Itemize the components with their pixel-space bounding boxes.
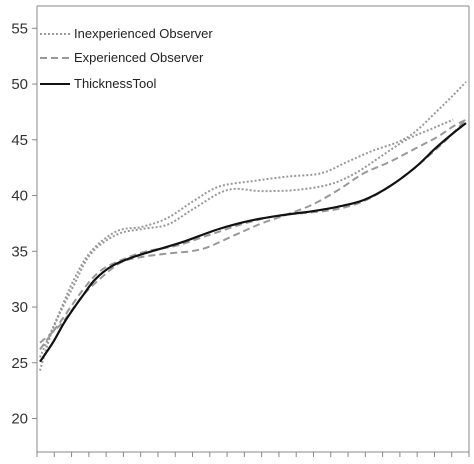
legend: Inexperienced Observer Experienced Obser… [40,26,213,91]
y-tick-label: 20 [11,411,28,428]
legend-label-thicknesstool: ThicknessTool [74,76,156,91]
y-tick-label: 40 [11,188,28,205]
y-tick-label: 50 [11,76,28,93]
y-tick-label: 30 [11,299,28,316]
y-tick-label: 35 [11,243,28,260]
series-line-dashed-2 [39,118,467,344]
axes: 20 25 30 35 40 45 50 55 [11,5,470,457]
y-tick-label: 25 [11,355,28,372]
legend-label-experienced: Experienced Observer [74,50,204,65]
series-layer [39,81,467,371]
y-tick-label: 45 [11,132,28,149]
y-tick-label: 55 [11,20,28,37]
series-line-dotted-1 [39,81,467,358]
legend-label-inexperienced: Inexperienced Observer [74,26,213,41]
series-line-dotted-0 [39,118,454,371]
series-line-solid-4 [39,122,467,363]
series-line-dashed-3 [39,117,467,350]
